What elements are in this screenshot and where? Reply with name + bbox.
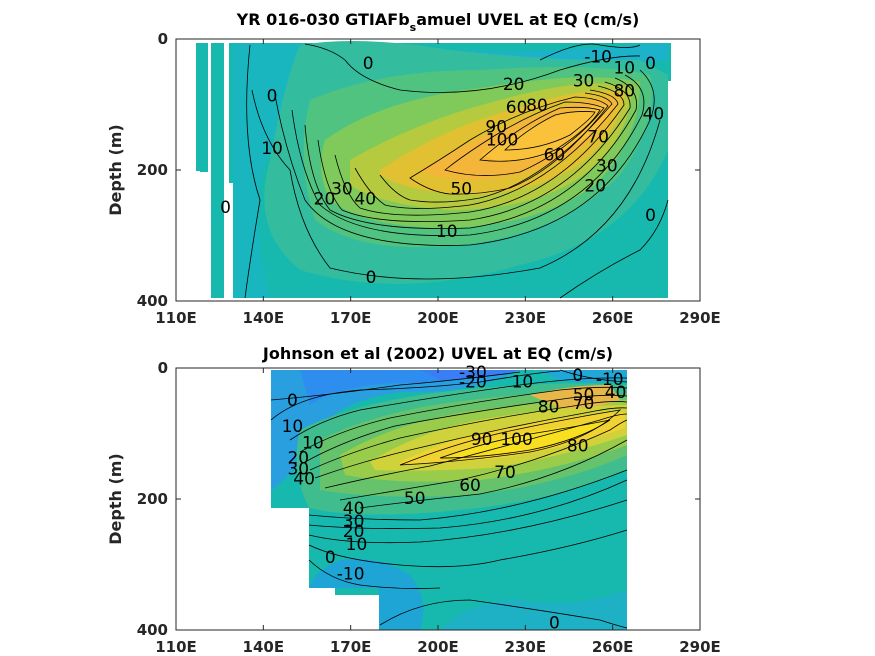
contour-label: 90 [471,430,493,450]
contour-label: 50 [404,489,426,509]
panel-top: YR 016-030 GTIAFbsamuel UVEL at EQ (cm/s… [106,10,721,327]
contour-label: 10 [613,58,635,78]
contour-label: 50 [450,180,472,200]
panel-top-xticks: 110E 140E 170E 200E 230E 260E 290E [155,39,721,327]
contour-label: 0 [325,548,336,568]
contour-label: 80 [526,96,548,116]
contour-label: 30 [331,180,353,200]
contour-label: 20 [584,176,606,196]
contour-label: 40 [643,104,665,124]
x-tick-label: 140E [243,309,285,327]
contour-label: 10 [512,372,534,392]
contour-label: 60 [544,146,566,166]
contour-label: 60 [506,98,528,118]
contour-label: 0 [287,391,298,411]
x-tick-label: 290E [679,309,721,327]
contour-label: 10 [282,417,304,437]
contour-label: 70 [587,127,609,147]
contour-label: 0 [645,54,656,74]
contour-label: 20 [343,522,365,542]
x-tick-label: 110E [155,638,197,656]
contour-label: 30 [343,512,365,532]
contour-label: -10 [584,47,612,67]
contour-label: -10 [596,370,624,390]
contour-label: -20 [459,372,487,392]
contour-label: -10 [337,564,365,584]
contour-label: 80 [613,81,635,101]
contour-label: 30 [573,72,595,92]
y-tick-label: 200 [137,490,168,508]
y-tick-label: 400 [137,621,168,639]
contour-label: 0 [267,87,278,107]
x-tick-label: 260E [592,638,634,656]
x-tick-label: 290E [679,638,721,656]
panel-bottom-xticks: 110E 140E 170E 200E 230E 260E 290E [155,368,721,656]
contour-label: 100 [486,131,518,151]
y-tick-label: 0 [158,359,168,377]
panel-top-title: YR 016-030 GTIAFbsamuel UVEL at EQ (cm/s… [236,10,640,34]
x-tick-label: 170E [330,309,372,327]
x-tick-label: 110E [155,309,197,327]
contour-label: 70 [494,463,516,483]
panel-bottom-title: Johnson et al (2002) UVEL at EQ (cm/s) [262,344,613,363]
contour-label: 30 [596,157,618,177]
panel-bottom-ylabel: Depth (m) [106,453,125,545]
contour-label: 0 [549,613,560,633]
contour-field-top [196,41,671,299]
contour-label: 100 [500,430,532,450]
contour-label: 0 [645,206,656,226]
contour-label: 10 [302,433,324,453]
y-tick-label: 400 [137,292,168,310]
contour-label: 0 [366,268,377,288]
contour-label: 20 [503,75,525,95]
contour-label: -30 [459,363,487,383]
x-tick-label: 170E [330,638,372,656]
contour-label: 90 [485,117,507,137]
contour-label: 40 [343,499,365,519]
x-tick-label: 200E [417,309,459,327]
contour-label: 40 [293,469,315,489]
contour-label: 40 [354,189,376,209]
x-tick-label: 260E [592,309,634,327]
contour-label: 10 [436,222,458,242]
contour-label: 80 [538,397,560,417]
contour-label: 80 [567,437,589,457]
contour-label: 0 [220,198,231,218]
contour-label: 10 [346,535,368,555]
panel-bottom: Johnson et al (2002) UVEL at EQ (cm/s) [106,344,721,656]
y-tick-label: 0 [158,30,168,48]
contour-label: 10 [261,139,283,159]
contour-label: 40 [605,383,627,403]
x-tick-label: 200E [417,638,459,656]
contour-label: 60 [459,476,481,496]
contour-label: 70 [573,394,595,414]
contour-label: 30 [287,460,309,480]
x-tick-label: 230E [505,309,547,327]
x-tick-label: 140E [243,638,285,656]
contour-label: 50 [573,386,595,406]
panel-top-ylabel: Depth (m) [106,124,125,216]
x-tick-label: 230E [505,638,547,656]
contour-label: 0 [363,54,374,74]
contour-label: 0 [572,366,583,386]
y-tick-label: 200 [137,161,168,179]
contour-field-bottom [270,369,628,630]
contour-label: 20 [314,189,336,209]
contour-label: 20 [287,448,309,468]
